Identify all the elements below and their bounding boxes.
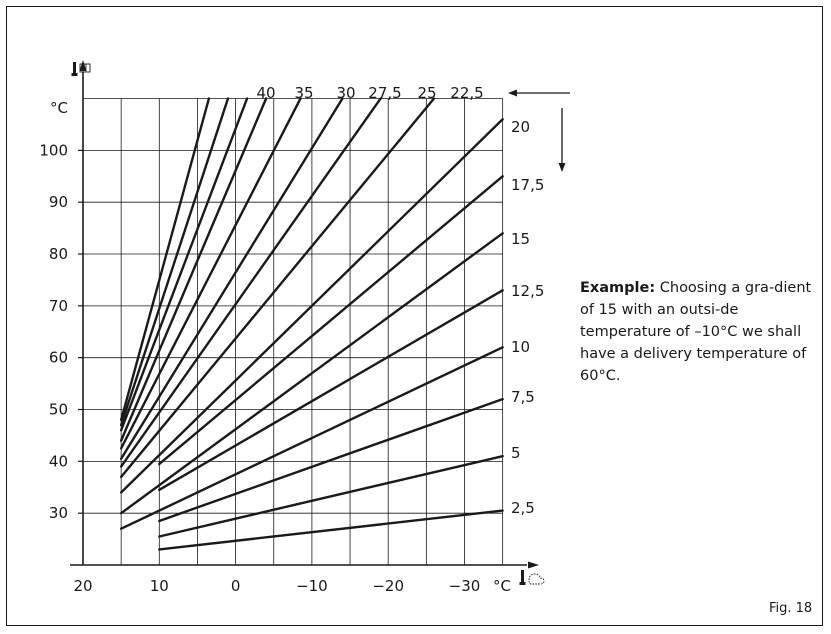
top-curve-labels: 40 35 30 27,5 25 22,5 bbox=[256, 84, 483, 102]
y-tick-label: 80 bbox=[49, 245, 68, 263]
curve-5 bbox=[158, 454, 504, 538]
curve-35 bbox=[119, 97, 249, 432]
y-tick-label: 70 bbox=[49, 297, 68, 315]
curve-15 bbox=[119, 232, 504, 515]
right-curve-labels: 20 17,5 15 12,5 10 7,5 5 2,5 bbox=[511, 118, 544, 517]
curve-32-5 bbox=[119, 97, 268, 442]
right-label: 12,5 bbox=[511, 282, 544, 300]
y-tick-label: 60 bbox=[49, 349, 68, 367]
right-label: 2,5 bbox=[511, 499, 535, 517]
curve-17-5 bbox=[158, 175, 504, 466]
series-lines bbox=[119, 97, 504, 551]
example-note-text: Choosing a gra-dient of 15 with an outsi… bbox=[580, 280, 812, 384]
top-label: 27,5 bbox=[368, 84, 401, 102]
top-label: 30 bbox=[336, 84, 355, 102]
y-tick-label: 50 bbox=[49, 401, 68, 419]
x-tick-label: 20 bbox=[73, 577, 92, 595]
example-note: Example: Choosing a gra-dient of 15 with… bbox=[580, 277, 818, 387]
figure-frame bbox=[6, 6, 823, 626]
right-label: 20 bbox=[511, 118, 530, 136]
curve-40 bbox=[119, 97, 211, 422]
y-axis-label: °C bbox=[50, 99, 68, 117]
x-tick-label: −10 bbox=[296, 577, 328, 595]
top-label: 25 bbox=[417, 84, 436, 102]
curve-20 bbox=[119, 118, 504, 494]
y-tick-label: 90 bbox=[49, 193, 68, 211]
example-note-bold: Example: bbox=[580, 280, 656, 296]
x-axis-arrow bbox=[528, 561, 539, 569]
grid bbox=[83, 98, 504, 565]
curve-7-5 bbox=[158, 397, 504, 523]
radiator-thermometer-icon bbox=[71, 62, 91, 76]
top-label: 22,5 bbox=[450, 84, 483, 102]
right-label: 10 bbox=[511, 338, 530, 356]
right-label: 17,5 bbox=[511, 176, 544, 194]
top-arrow-head bbox=[508, 89, 517, 97]
right-arrow-head bbox=[558, 163, 566, 172]
right-label: 7,5 bbox=[511, 388, 535, 406]
top-label: 35 bbox=[294, 84, 313, 102]
curve-25 bbox=[119, 97, 382, 468]
x-tick-label: −20 bbox=[372, 577, 404, 595]
curve-10 bbox=[119, 346, 504, 530]
right-label: 5 bbox=[511, 444, 521, 462]
y-tick-label: 40 bbox=[49, 452, 68, 470]
outdoor-thermometer-icon bbox=[519, 570, 545, 585]
axes bbox=[70, 60, 570, 585]
curve-22-5 bbox=[119, 97, 436, 479]
right-label: 15 bbox=[511, 230, 530, 248]
x-tick-label: 0 bbox=[231, 577, 241, 595]
curve-2-5 bbox=[158, 509, 504, 551]
x-tick-label: 10 bbox=[150, 577, 169, 595]
curve-37-5 bbox=[119, 97, 230, 427]
figure-label: Fig. 18 bbox=[769, 601, 813, 616]
curve-30 bbox=[119, 97, 302, 450]
top-label: 40 bbox=[256, 84, 275, 102]
y-tick-labels: 30 40 50 60 70 80 90 100 bbox=[39, 141, 83, 522]
x-axis-label: °C bbox=[493, 577, 511, 595]
x-tick-label: −30 bbox=[449, 577, 481, 595]
curve-27-5 bbox=[119, 97, 344, 460]
x-tick-labels: 20 10 0 −10 −20 −30 bbox=[73, 577, 480, 595]
curve-12-5 bbox=[158, 289, 504, 492]
y-tick-label: 30 bbox=[49, 504, 68, 522]
y-tick-label: 100 bbox=[39, 141, 68, 159]
